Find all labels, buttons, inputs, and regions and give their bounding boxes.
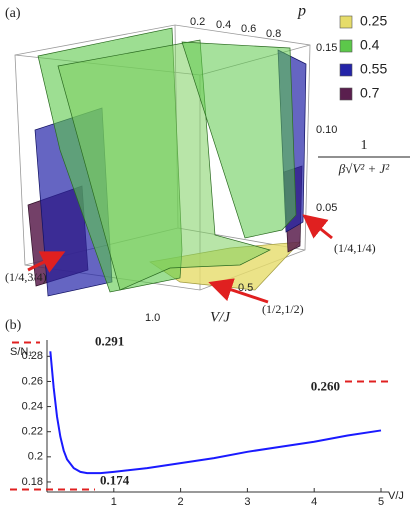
tick-label: 0.05 bbox=[316, 202, 337, 214]
tick-label: 0.6 bbox=[241, 23, 256, 35]
x-tick-label: 5 bbox=[378, 496, 384, 508]
x-tick-label: 4 bbox=[311, 496, 317, 508]
tick-label: 1.0 bbox=[145, 312, 160, 324]
panel-label: (b) bbox=[5, 318, 22, 333]
legend-label: 0.7 bbox=[360, 85, 380, 101]
line-series bbox=[49, 351, 382, 475]
legend-label: 0.4 bbox=[360, 37, 380, 53]
annotation: (1/4,1/4) bbox=[334, 241, 376, 255]
p-ticks: 0.2 0.4 0.6 0.8 bbox=[190, 16, 281, 40]
panel-b: (b) S/N₁ V/J 1 2 3 4 5 0.18 0.2 0.22 0.24 0.26 0.2… bbox=[5, 318, 404, 508]
reference-label: 0.174 bbox=[100, 472, 130, 487]
x-tick-label: 2 bbox=[178, 496, 184, 508]
tick-label: 0.5 bbox=[238, 282, 253, 294]
legend-swatch bbox=[339, 63, 353, 77]
annotation: (1/2,1/2) bbox=[262, 302, 304, 316]
tick-label: 0.4 bbox=[216, 19, 231, 31]
annotation: (1/4,3/4) bbox=[5, 270, 47, 284]
z-label-den: β√V² + J² bbox=[338, 161, 390, 176]
y-tick-label: 0.18 bbox=[22, 476, 43, 488]
tick-label: 0.8 bbox=[266, 28, 281, 40]
legend-swatch bbox=[339, 87, 353, 101]
x-tick-label: 3 bbox=[244, 496, 250, 508]
tick-label: 0.10 bbox=[316, 124, 337, 136]
legend-label: 0.55 bbox=[360, 61, 387, 77]
reference-label: 0.291 bbox=[95, 333, 124, 348]
y-axis-label: S/N₁ bbox=[10, 346, 32, 358]
legend-swatch bbox=[339, 39, 353, 53]
tick-label: 0.2 bbox=[190, 16, 205, 28]
tick-label: 0.15 bbox=[316, 42, 337, 54]
axis-label: p bbox=[297, 3, 306, 20]
surfaces bbox=[27, 27, 307, 297]
axis-label: V/J bbox=[210, 309, 231, 325]
legend-swatch bbox=[339, 15, 353, 29]
arrows bbox=[27, 214, 333, 304]
y-tick-label: 0.28 bbox=[22, 350, 43, 362]
legend-label: 0.25 bbox=[360, 13, 387, 29]
y-tick-label: 0.2 bbox=[28, 451, 43, 463]
x-tick-label: 1 bbox=[111, 496, 117, 508]
z-label-num: 1 bbox=[361, 138, 368, 153]
panel-label: (a) bbox=[5, 6, 21, 21]
legend: 0.25 0.4 0.55 0.7 bbox=[339, 13, 387, 101]
y-tick-label: 0.26 bbox=[22, 375, 43, 387]
y-tick-label: 0.22 bbox=[22, 426, 43, 438]
y-tick-label: 0.24 bbox=[22, 400, 43, 412]
x-axis-label: V/J bbox=[388, 490, 404, 502]
reference-label: 0.260 bbox=[311, 378, 340, 393]
panel-a: (a) p 0.2 0.4 0.6 0.8 0.15 0.10 0.05 1 β… bbox=[5, 3, 410, 325]
